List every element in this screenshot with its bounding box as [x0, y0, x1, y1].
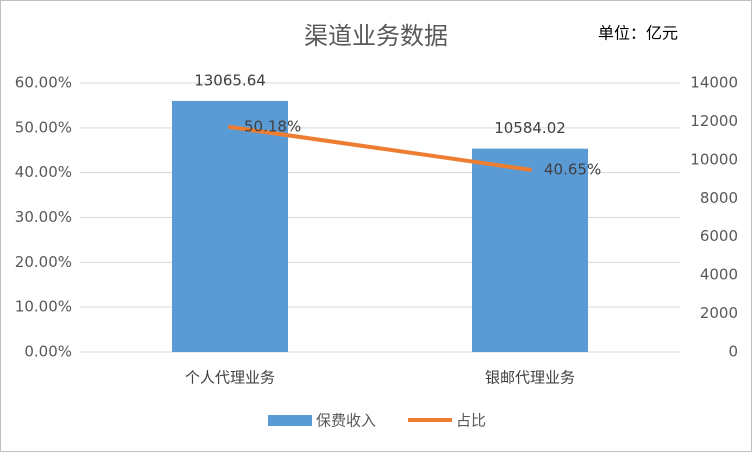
- line: [228, 125, 532, 172]
- y-tick-label: 40.00%: [15, 163, 72, 181]
- y2-tick-label: 2000: [700, 304, 738, 322]
- y2-tick-label: 12000: [690, 112, 738, 130]
- bar: [472, 148, 588, 352]
- y-tick-label: 60.00%: [15, 74, 72, 92]
- x-tick-label: 银邮代理业务: [485, 369, 575, 387]
- y-tick-label: 0.00%: [24, 343, 72, 361]
- line-value-label: 40.65%: [544, 160, 601, 178]
- y2-tick-label: 0: [728, 343, 738, 361]
- y-tick-label: 30.00%: [15, 208, 72, 226]
- y-tick-label: 10.00%: [15, 298, 72, 316]
- legend-swatch: [268, 415, 312, 426]
- y2-tick-label: 4000: [700, 266, 738, 284]
- unit-note: 单位：亿元: [598, 24, 678, 43]
- chart-title: 渠道业务数据: [304, 22, 448, 50]
- bar-value-label: 10584.02: [494, 119, 566, 137]
- legend-label: 占比: [456, 412, 486, 430]
- y2-tick-label: 10000: [690, 150, 738, 168]
- x-tick-label: 个人代理业务: [185, 369, 275, 387]
- y2-tick-label: 14000: [690, 74, 738, 92]
- line-value-label: 50.18%: [244, 118, 301, 136]
- y2-tick-label: 6000: [700, 227, 738, 245]
- bar-value-label: 13065.64: [194, 71, 266, 89]
- y-tick-label: 50.00%: [15, 118, 72, 136]
- y-tick-label: 20.00%: [15, 253, 72, 271]
- y2-tick-label: 8000: [700, 189, 738, 207]
- bar: [172, 100, 288, 352]
- legend-label: 保费收入: [316, 412, 376, 430]
